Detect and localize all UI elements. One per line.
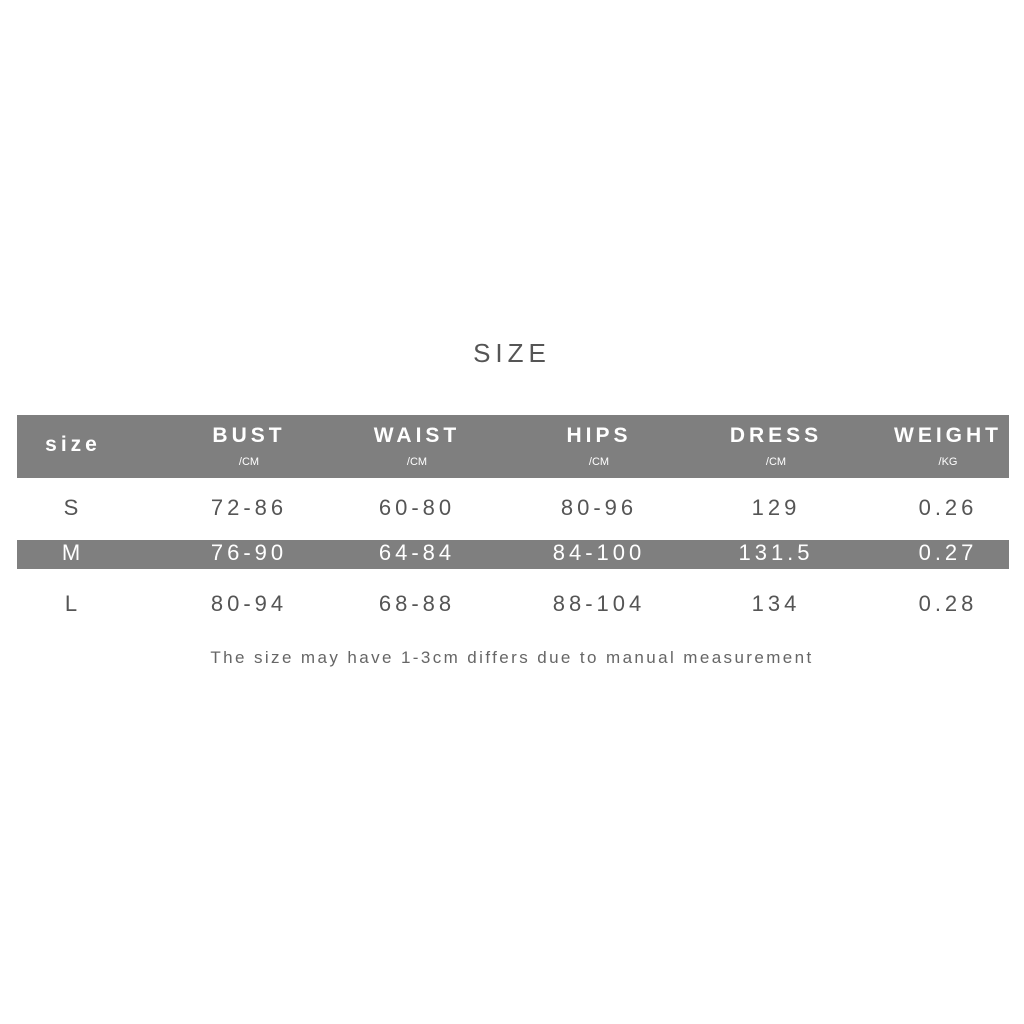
column-unit: /KG [938, 456, 958, 468]
column-unit: /CM [238, 456, 260, 468]
table-cell: 0.27 [918, 540, 978, 565]
column-header: WEIGHT [894, 424, 1002, 447]
column-header: BUST [212, 424, 286, 447]
table-cell: 134 [751, 591, 801, 616]
table-cell: 0.28 [918, 591, 978, 616]
table-cell: 129 [751, 495, 801, 520]
page-title: SIZE [473, 338, 551, 368]
table-cell: 76-90 [210, 540, 288, 565]
highlighted-row-bar [17, 540, 1009, 569]
size-label: L [64, 591, 82, 616]
column-unit: /CM [406, 456, 428, 468]
table-cell: 80-96 [560, 495, 638, 520]
measurement-note: The size may have 1-3cm differs due to m… [210, 648, 814, 667]
column-unit: /CM [588, 456, 610, 468]
table-cell: 68-88 [378, 591, 456, 616]
table-cell: 80-94 [210, 591, 288, 616]
column-header: size [45, 433, 101, 456]
column-header: HIPS [566, 424, 632, 447]
table-cell: 0.26 [918, 495, 978, 520]
table-cell: 64-84 [378, 540, 456, 565]
table-cell: 88-104 [552, 591, 646, 616]
table-cell: 84-100 [552, 540, 646, 565]
column-unit: /CM [765, 456, 787, 468]
column-header: WAIST [373, 424, 461, 447]
table-cell: 131.5 [738, 540, 814, 565]
size-label: M [61, 540, 85, 565]
table-cell: 72-86 [210, 495, 288, 520]
table-header-bar [17, 415, 1009, 478]
table-cell: 60-80 [378, 495, 456, 520]
size-label: S [63, 495, 83, 520]
column-header: DRESS [729, 424, 823, 447]
